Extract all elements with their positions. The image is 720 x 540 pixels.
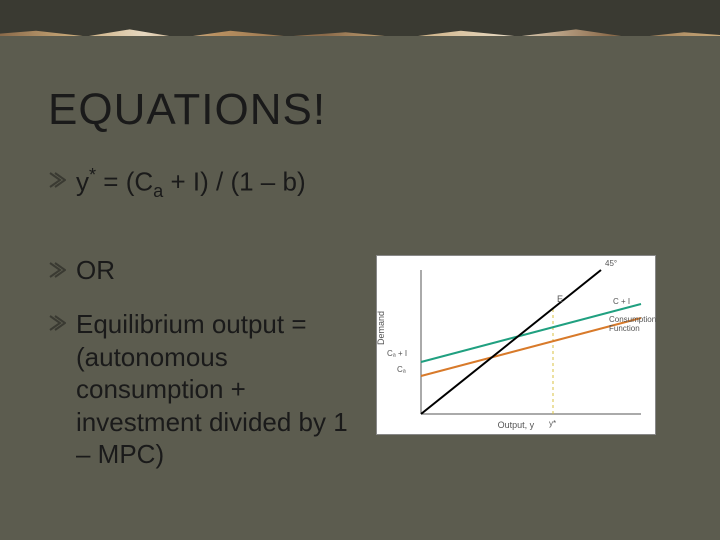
bullet-arrow-icon — [48, 171, 76, 194]
svg-text:Consumption: Consumption — [609, 315, 656, 324]
keynesian-cross-chart: 45° C + I ConsumptionFunction Cₐ + I Cₐ y* E D… — [376, 255, 656, 435]
svg-text:Cₐ + I: Cₐ + I — [387, 349, 407, 358]
lower-bullets: OR Equilibrium output = (autonomous cons… — [48, 255, 364, 493]
y-axis-label: Demand — [376, 311, 386, 345]
lower-region: OR Equilibrium output = (autonomous cons… — [48, 255, 672, 493]
svg-text:C + I: C + I — [613, 297, 630, 306]
slide: EQUATIONS! y* = (Ca + I) / (1 – b) OR — [0, 0, 720, 540]
x-axis-label: Output, y — [498, 420, 535, 430]
svg-text:y*: y* — [549, 419, 556, 428]
description-text: Equilibrium output = (autonomous consump… — [76, 308, 364, 471]
bullet-equation: y* = (Ca + I) / (1 – b) — [48, 165, 672, 202]
bullet-description: Equilibrium output = (autonomous consump… — [48, 308, 364, 471]
or-text: OR — [76, 255, 115, 286]
content-area: y* = (Ca + I) / (1 – b) — [48, 165, 672, 224]
bullet-arrow-icon — [48, 314, 76, 337]
equation-text: y* = (Ca + I) / (1 – b) — [76, 165, 306, 202]
svg-text:Cₐ: Cₐ — [397, 365, 407, 374]
svg-text:Function: Function — [609, 324, 640, 333]
chart-svg: 45° C + I ConsumptionFunction Cₐ + I Cₐ y* E — [377, 256, 657, 436]
page-title: EQUATIONS! — [48, 85, 326, 135]
svg-text:45°: 45° — [605, 259, 617, 268]
top-border-strip — [0, 0, 720, 36]
bullet-or: OR — [48, 255, 364, 286]
bullet-arrow-icon — [48, 261, 76, 284]
chart-container: 45° C + I ConsumptionFunction Cₐ + I Cₐ y* E D… — [376, 255, 672, 493]
svg-text:E: E — [557, 294, 563, 304]
